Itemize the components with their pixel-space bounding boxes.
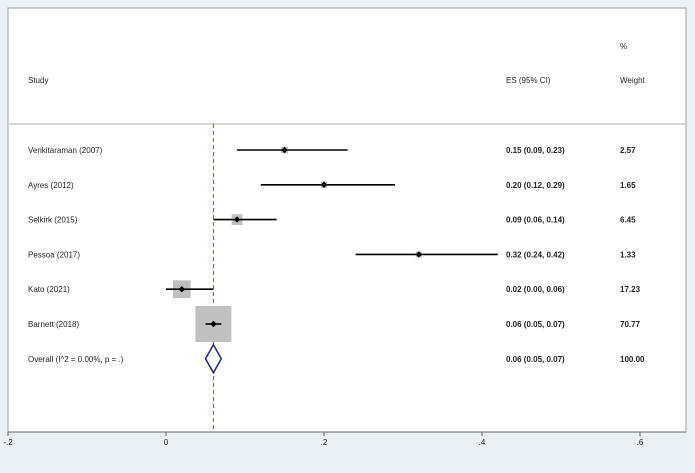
study-row: Pessoa (2017) 0.32 (0.24, 0.42) 1.33 <box>28 250 636 259</box>
point-estimate-marker <box>281 146 288 154</box>
study-es-ci: 0.09 (0.06, 0.14) <box>506 216 565 225</box>
x-tick-label: .2 <box>321 438 328 447</box>
study-row: Ayres (2012) 0.20 (0.12, 0.29) 1.65 <box>28 181 636 190</box>
study-es-ci: 0.02 (0.00, 0.06) <box>506 285 565 294</box>
study-weight: 2.57 <box>620 146 636 155</box>
study-label: Venkitaraman (2007) <box>28 146 103 155</box>
x-tick-label: -.2 <box>3 438 13 447</box>
study-es-ci: 0.20 (0.12, 0.29) <box>506 181 565 190</box>
point-estimate-marker <box>210 320 217 328</box>
x-axis: -.2 0 .2 .4 .6 <box>3 432 644 447</box>
study-weight: 70.77 <box>620 320 641 329</box>
overall-diamond <box>204 343 223 375</box>
overall-es-ci: 0.06 (0.05, 0.07) <box>506 355 565 364</box>
study-es-ci: 0.15 (0.09, 0.23) <box>506 146 565 155</box>
study-row: Kato (2021) 0.02 (0.00, 0.06) 17.23 <box>28 280 641 299</box>
x-tick-label: .4 <box>479 438 486 447</box>
study-weight: 17.23 <box>620 285 641 294</box>
x-tick-label: 0 <box>164 438 169 447</box>
overall-label: Overall (I^2 = 0.00%, p = .) <box>28 355 124 364</box>
point-estimate-marker <box>178 286 185 293</box>
point-estimate-marker <box>233 216 241 223</box>
study-label: Barnett (2018) <box>28 320 79 329</box>
header-weight: Weight <box>620 76 646 85</box>
study-weight: 1.33 <box>620 250 636 259</box>
header-study: Study <box>28 76 48 85</box>
header-es: ES (95% CI) <box>506 76 551 85</box>
overall-row: Overall (I^2 = 0.00%, p = .) 0.06 (0.05, … <box>28 343 645 375</box>
overall-weight: 100.00 <box>620 355 645 364</box>
point-estimate-marker <box>320 181 328 188</box>
plot-panel <box>7 7 687 433</box>
study-weight: 1.65 <box>620 181 636 190</box>
study-row: Venkitaraman (2007) 0.15 (0.09, 0.23) 2.57 <box>28 146 636 155</box>
study-label: Selkirk (2015) <box>28 216 78 225</box>
study-label: Ayres (2012) <box>28 181 74 190</box>
study-es-ci: 0.32 (0.24, 0.42) <box>506 250 565 259</box>
study-rows: Venkitaraman (2007) 0.15 (0.09, 0.23) 2.57… <box>28 146 641 342</box>
point-estimate-marker <box>415 251 422 258</box>
study-row: Selkirk (2015) 0.09 (0.06, 0.14) 6.45 <box>28 214 636 226</box>
study-es-ci: 0.06 (0.05, 0.07) <box>506 320 565 329</box>
x-tick-label: .6 <box>637 438 644 447</box>
study-row: Barnett (2018) 0.06 (0.05, 0.07) 70.77 <box>28 306 641 342</box>
study-weight: 6.45 <box>620 216 636 225</box>
study-label: Pessoa (2017) <box>28 250 80 259</box>
header-weight-top: % <box>620 42 627 51</box>
study-label: Kato (2021) <box>28 285 70 294</box>
